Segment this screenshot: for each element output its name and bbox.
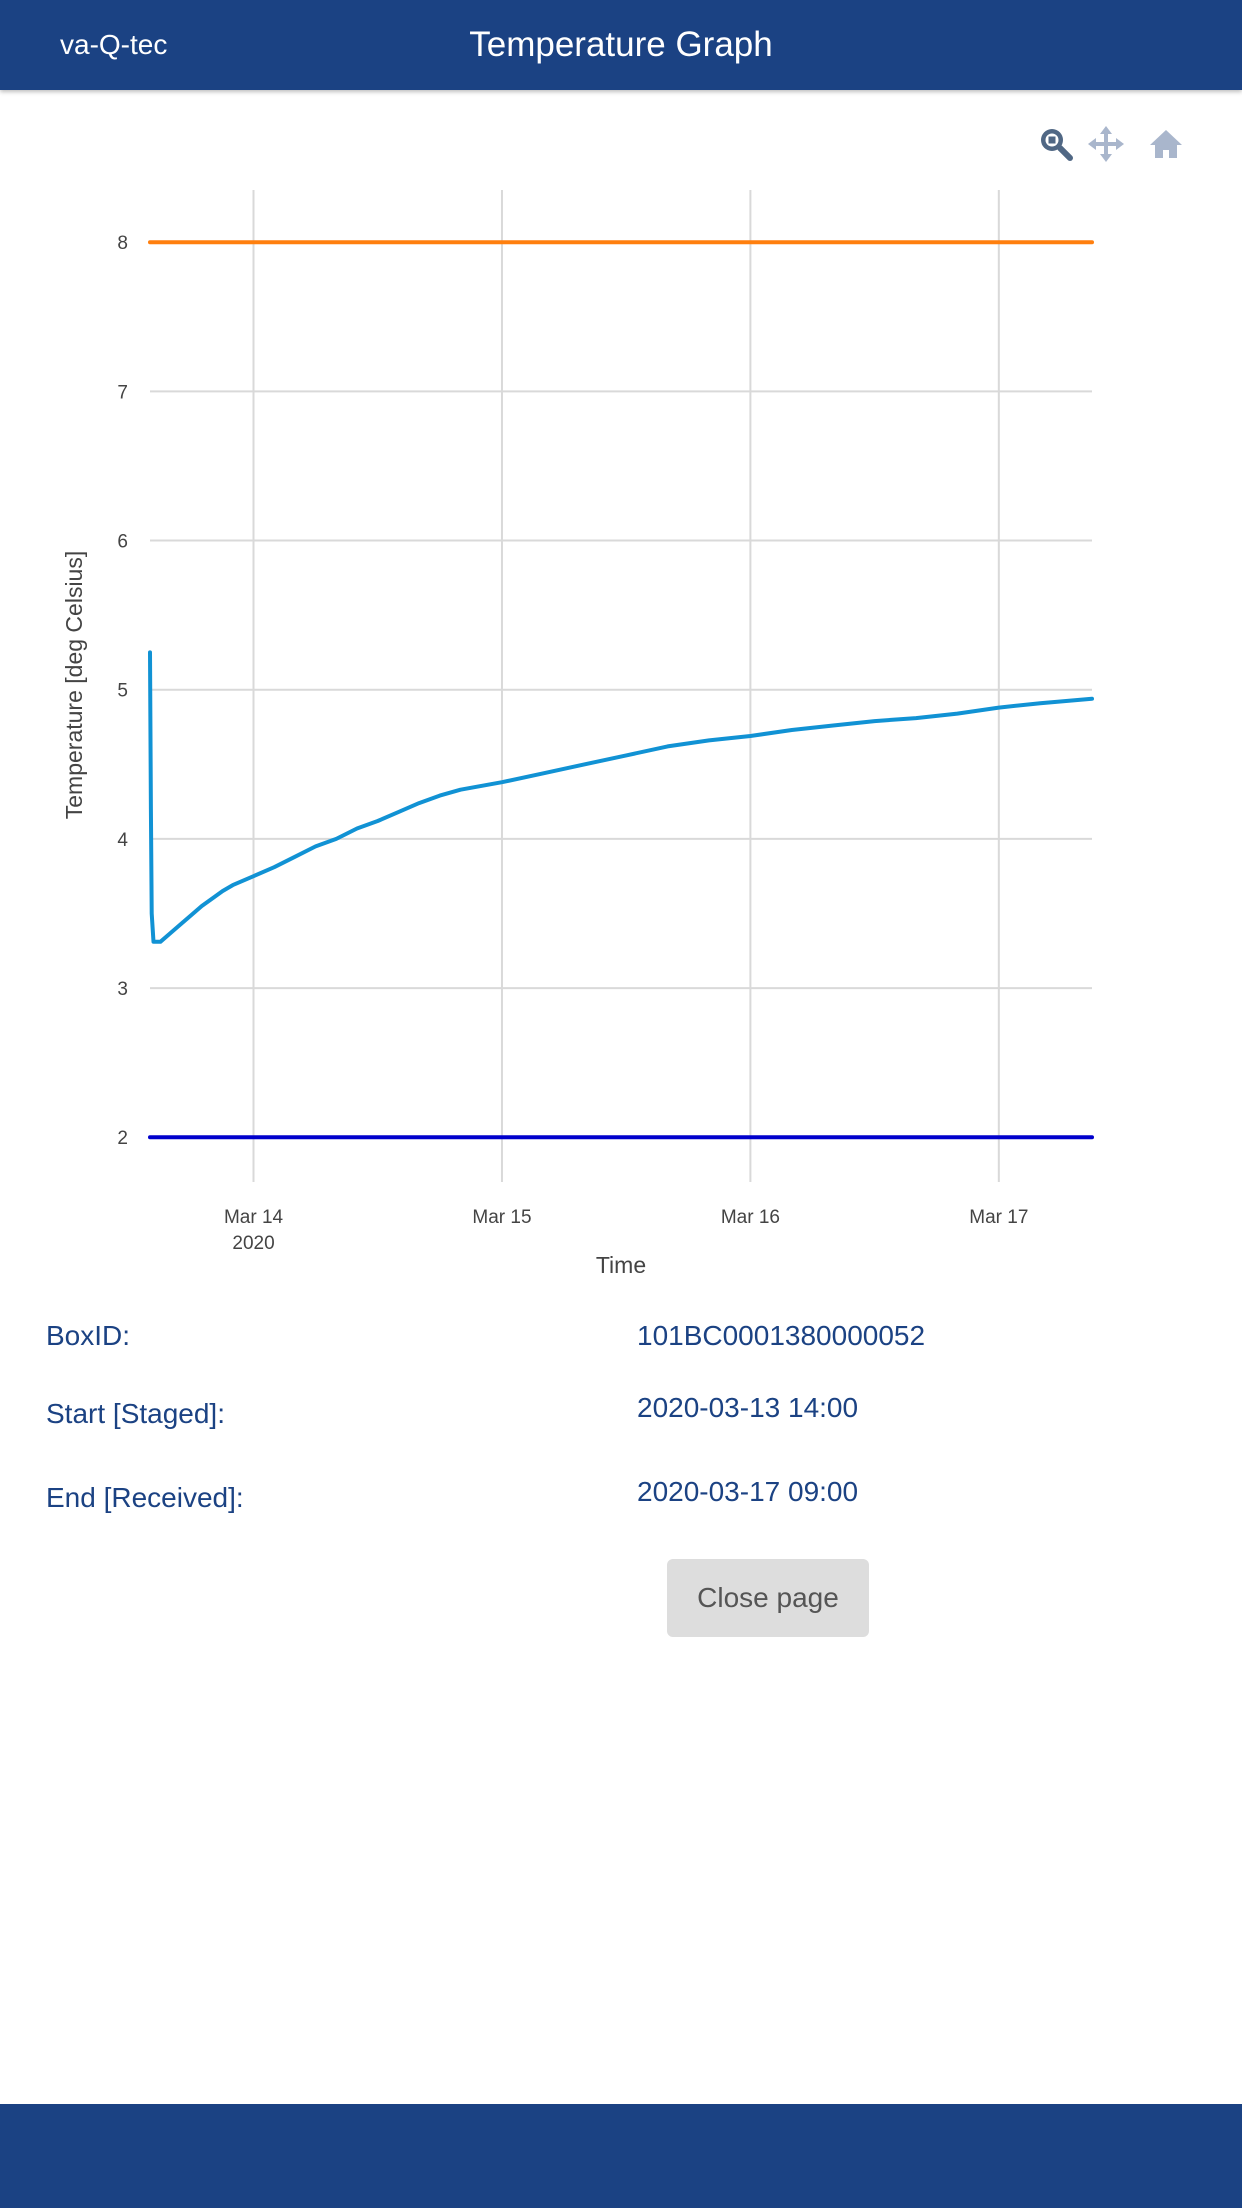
x-tick-label: Mar 16 [721, 1207, 780, 1228]
start-label: Start [Staged]: [46, 1398, 225, 1429]
box-id-label: BoxID: [46, 1320, 131, 1351]
y-tick-label: 2 [117, 1128, 128, 1149]
brand-logo-text[interactable]: va-Q-tec [60, 29, 168, 60]
x-axis-title: Time [596, 1252, 646, 1278]
zoom-icon[interactable] [1036, 124, 1076, 164]
pan-icon[interactable] [1086, 124, 1126, 164]
y-tick-label: 4 [117, 830, 128, 851]
page-title: Temperature Graph [469, 25, 773, 64]
end-value: 2020-03-17 09:00 [637, 1476, 859, 1507]
y-axis-title: Temperature [deg Celsius] [61, 551, 87, 819]
temperature-chart[interactable]: 2 3 4 5 6 7 8 Mar 14 2020 Mar 15 Mar 16 Mar 17 Time… [0, 95, 1242, 1295]
y-tick-label: 5 [117, 681, 128, 702]
y-tick-label: 8 [117, 233, 128, 254]
chart-modebar [1036, 124, 1196, 168]
y-tick-label: 3 [117, 979, 128, 1000]
x-tick-label: Mar 17 [969, 1207, 1028, 1228]
x-tick-label: Mar 15 [472, 1207, 531, 1228]
y-tick-label: 7 [117, 382, 128, 403]
box-id-value: 101BC0001380000052 [637, 1320, 926, 1351]
home-icon[interactable] [1146, 124, 1186, 164]
start-value: 2020-03-13 14:00 [637, 1392, 859, 1423]
x-tick-sublabel: 2020 [232, 1233, 274, 1254]
x-tick-label: Mar 14 [224, 1207, 284, 1228]
footer-bar [0, 2104, 1242, 2208]
top-bar: va-Q-tec Temperature Graph [0, 0, 1242, 90]
end-label: End [Received]: [46, 1482, 244, 1513]
series-line-3 [148, 650, 1094, 944]
y-tick-label: 6 [117, 532, 128, 553]
close-page-button[interactable]: Close page [667, 1559, 869, 1637]
